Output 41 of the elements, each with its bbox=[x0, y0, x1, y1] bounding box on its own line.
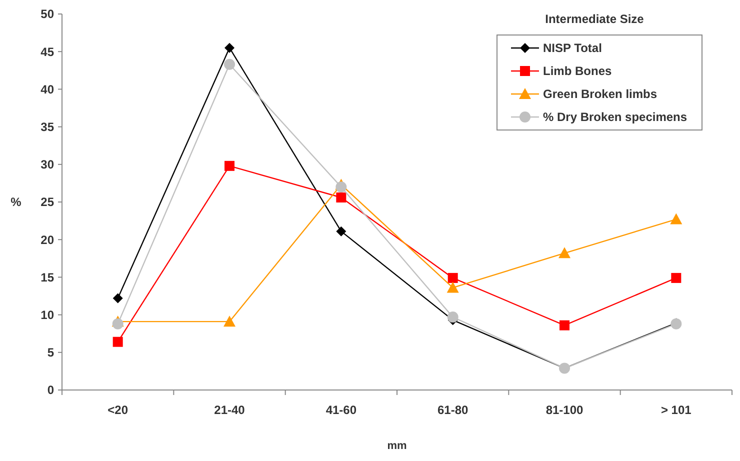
y-tick-label: 5 bbox=[47, 346, 54, 360]
y-tick-label: 15 bbox=[40, 270, 54, 284]
point bbox=[446, 282, 459, 293]
y-tick-label: 10 bbox=[40, 308, 54, 322]
point bbox=[224, 58, 235, 70]
y-tick-label: 40 bbox=[40, 82, 54, 96]
x-tick-label: > 101 bbox=[660, 403, 692, 417]
point bbox=[112, 293, 123, 304]
point bbox=[336, 226, 346, 236]
point bbox=[448, 272, 458, 283]
point bbox=[447, 312, 458, 323]
x-tick-label: <20 bbox=[108, 403, 128, 417]
legend-label: NISP Total bbox=[543, 41, 602, 56]
point bbox=[671, 272, 682, 283]
point bbox=[224, 42, 234, 53]
y-tick-label: 35 bbox=[40, 120, 54, 134]
y-tick-label: 50 bbox=[40, 7, 54, 22]
chart-title: Intermediate Size bbox=[545, 12, 644, 26]
x-tick-label: 81-100 bbox=[546, 403, 584, 417]
point bbox=[336, 181, 347, 192]
x-tick-label: 41-60 bbox=[326, 403, 357, 417]
legend-label: % Dry Broken specimens bbox=[543, 110, 688, 124]
point bbox=[336, 192, 346, 202]
x-axis-title: mm bbox=[387, 440, 407, 452]
y-tick-label: 20 bbox=[40, 232, 54, 247]
legend-label: Limb Bones bbox=[543, 64, 612, 78]
y-tick-label: 25 bbox=[40, 195, 54, 210]
x-tick-label: 61-80 bbox=[437, 403, 468, 417]
y-tick-label: 0 bbox=[47, 383, 54, 398]
point bbox=[558, 247, 570, 258]
y-tick-label: 45 bbox=[40, 44, 54, 59]
y-axis-title: % bbox=[10, 195, 22, 210]
legend-label: Green Broken limbs bbox=[543, 87, 658, 102]
y-tick-label: 30 bbox=[40, 158, 54, 172]
point bbox=[224, 160, 234, 171]
point bbox=[112, 336, 123, 347]
point bbox=[560, 320, 570, 330]
point bbox=[112, 318, 124, 330]
x-tick-label: 21-40 bbox=[214, 403, 246, 417]
point bbox=[670, 213, 682, 224]
point bbox=[224, 316, 236, 327]
